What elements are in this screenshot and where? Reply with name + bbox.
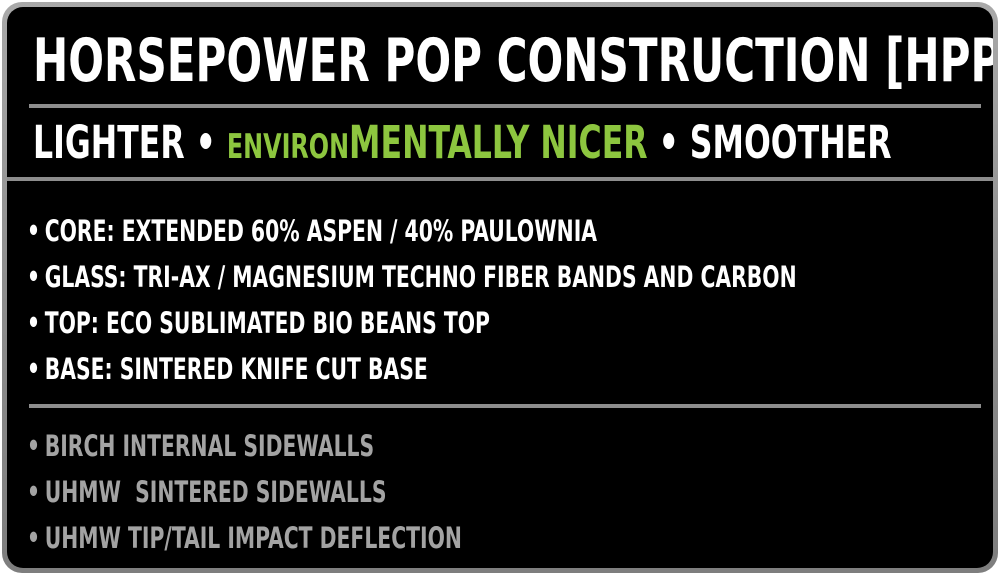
tagline-smoother: SMOOTHER: [689, 116, 892, 169]
feature-item-label: UHMW SINTERED SIDEWALLS: [44, 475, 387, 509]
bullet-dot: •: [27, 260, 41, 294]
divider-bottom: [29, 404, 981, 408]
spec-item-label: CORE: EXTENDED 60% ASPEN / 40% PAULOWNIA: [44, 214, 598, 248]
tagline: LIGHTER • ENVIRONMENTALLY NICER • SMOOTH…: [33, 114, 993, 172]
tagline-separator: •: [195, 116, 216, 169]
bullet-dot: •: [27, 475, 41, 509]
spec-item: • CORE: EXTENDED 60% ASPEN / 40% PAULOWNI…: [27, 208, 993, 254]
page-title: HORSEPOWER POP CONSTRUCTION [HPP]: [33, 23, 993, 99]
spec-list: • CORE: EXTENDED 60% ASPEN / 40% PAULOWNI…: [27, 208, 993, 392]
feature-item-label: BIRCH INTERNAL SIDEWALLS: [44, 429, 375, 463]
page-title-text: HORSEPOWER POP CONSTRUCTION [HPP]: [33, 26, 993, 96]
divider-top: [29, 104, 981, 108]
spec-item: • GLASS: TRI-AX / MAGNESIUM TECHNO FIBER …: [27, 254, 993, 300]
spec-item-label: TOP: ECO SUBLIMATED BIO BEANS TOP: [44, 306, 490, 340]
feature-item: • UHMW TIP/TAIL IMPACT DEFLECTION: [27, 515, 585, 561]
tagline-lighter: LIGHTER: [33, 116, 185, 169]
spec-card: HORSEPOWER POP CONSTRUCTION [HPP] LIGHTE…: [7, 7, 993, 568]
spec-item-label: BASE: SINTERED KNIFE CUT BASE: [44, 352, 428, 386]
bullet-dot: •: [27, 521, 41, 555]
feature-item: • UHMW SINTERED SIDEWALLS: [27, 469, 585, 515]
feature-item: • BIRCH INTERNAL SIDEWALLS: [27, 423, 585, 469]
bullet-dot: •: [27, 352, 41, 386]
bullet-dot: •: [27, 306, 41, 340]
tagline-mentally-nicer: MENTALLY NICER: [349, 116, 648, 169]
spec-item: • BASE: SINTERED KNIFE CUT BASE: [27, 346, 993, 392]
spec-item: • TOP: ECO SUBLIMATED BIO BEANS TOP: [27, 300, 993, 346]
divider-full: [7, 177, 993, 181]
tagline-separator: •: [658, 116, 679, 169]
tagline-environ: ENVIRON: [226, 127, 350, 167]
tagline-environmentally-nicer: ENVIRONMENTALLY NICER: [227, 116, 648, 169]
bullet-dot: •: [27, 214, 41, 248]
spec-item-label: GLASS: TRI-AX / MAGNESIUM TECHNO FIBER B…: [44, 260, 797, 294]
bullet-dot: •: [27, 429, 41, 463]
feature-list: • BIRCH INTERNAL SIDEWALLS • UHMW SINTERED…: [27, 423, 585, 561]
feature-item-label: UHMW TIP/TAIL IMPACT DEFLECTION: [44, 521, 462, 555]
